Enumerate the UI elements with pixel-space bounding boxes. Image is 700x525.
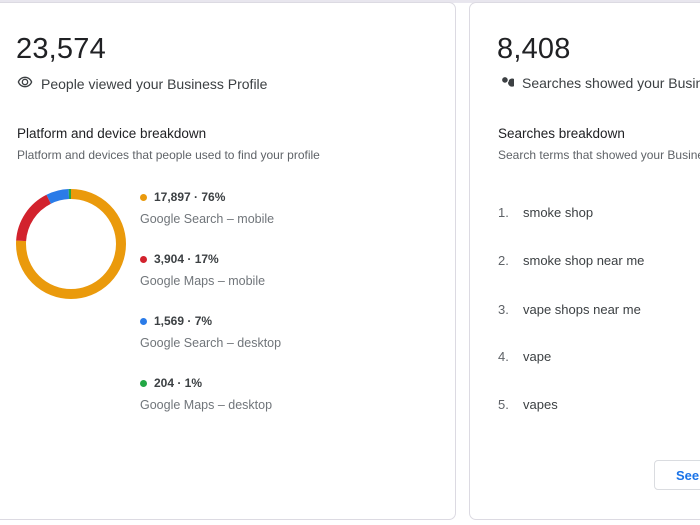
legend-value: 204 · 1% [154,376,203,390]
views-card [0,2,456,520]
legend-value: 3,904 · 17% [154,252,219,266]
search-icon [499,74,522,92]
legend-label: Google Maps – mobile [140,274,266,288]
search-term-rank: 2. [498,253,509,268]
search-term-item: 4. vape [498,349,551,364]
views-total: 23,574 [16,33,106,65]
legend-value-row: 3,904 · 17% [140,252,265,266]
search-term-item: 2. smoke shop near me [498,253,644,268]
search-term-rank: 3. [498,302,509,317]
search-term-text: vapes [523,397,558,412]
breakdown-title: Platform and device breakdown [17,126,207,141]
searches-total: 8,408 [497,33,571,65]
legend-value: 17,897 · 76% [154,190,226,204]
searches-breakdown-subtitle: Search terms that showed your Business P… [498,148,700,162]
views-label-text: People viewed your Business Profile [41,75,268,92]
legend-value-row: 17,897 · 76% [140,190,274,204]
search-term-rank: 1. [498,205,509,220]
searches-card [469,2,700,520]
eye-icon [17,74,41,93]
donut-segment [16,189,126,299]
searches-label: Searches showed your Business Profile [499,74,700,92]
legend-value-row: 1,569 · 7% [140,314,281,328]
legend-item: 17,897 · 76% Google Search – mobile [140,190,274,226]
legend-dot-icon [140,379,147,387]
views-label: People viewed your Business Profile [17,74,267,93]
top-divider [0,0,700,3]
search-term-item: 3. vape shops near me [498,302,641,317]
search-term-rank: 5. [498,397,509,412]
search-term-text: vape shops near me [523,302,641,317]
search-term-rank: 4. [498,349,509,364]
search-term-text: vape [523,349,552,364]
legend-dot-icon [140,193,147,201]
legend-dot-icon [140,317,147,325]
breakdown-subtitle: Platform and devices that people used to… [17,148,320,162]
legend-value-row: 204 · 1% [140,376,272,390]
search-term-item: 1. smoke shop [498,205,593,220]
legend-item: 3,904 · 17% Google Maps – mobile [140,252,265,288]
legend-dot-icon [140,255,147,263]
legend-label: Google Search – desktop [140,336,282,350]
platform-donut-chart [16,189,126,299]
legend-label: Google Search – mobile [140,212,275,226]
searches-breakdown-title: Searches breakdown [498,126,625,141]
searches-label-text: Searches showed your Business Profile [522,75,700,91]
search-term-text: smoke shop [523,205,594,220]
search-term-item: 5. vapes [498,397,558,412]
legend-label: Google Maps – desktop [140,398,273,412]
legend-item: 204 · 1% Google Maps – desktop [140,376,272,412]
legend-value: 1,569 · 7% [154,314,213,328]
see-more-button[interactable]: See [654,460,700,490]
search-term-text: smoke shop near me [523,253,645,268]
legend-item: 1,569 · 7% Google Search – desktop [140,314,281,350]
